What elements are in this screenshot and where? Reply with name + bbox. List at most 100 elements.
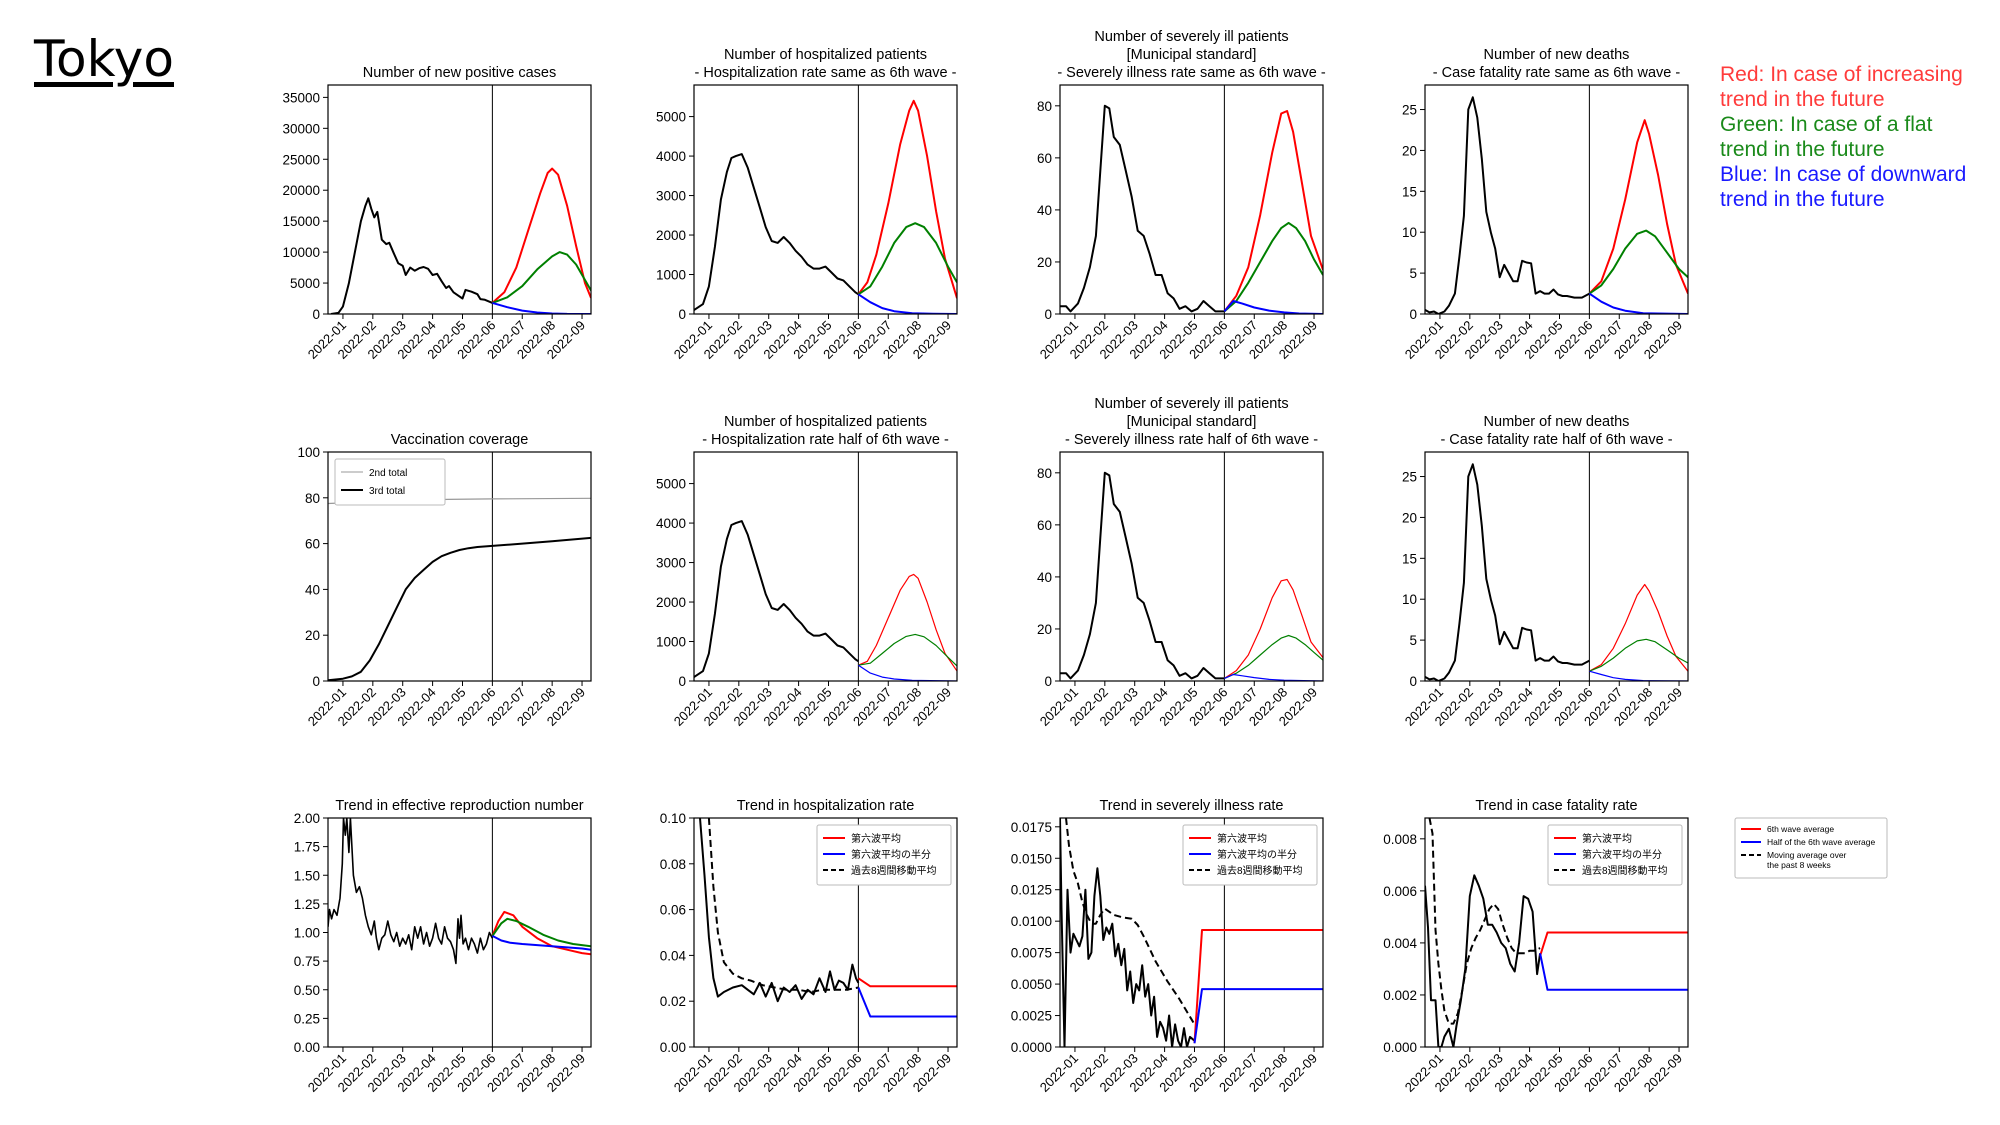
chart-panel-deaths1: Number of new deaths - Case fatality rate… bbox=[1402, 47, 1689, 362]
y-tick-label: 0.0125 bbox=[1011, 883, 1052, 898]
series-line-green bbox=[1224, 634, 1323, 679]
series-line-blue bbox=[1223, 300, 1323, 314]
series-line-red bbox=[1589, 583, 1688, 672]
y-tick-label: 0 bbox=[312, 307, 320, 322]
plot-frame bbox=[1059, 84, 1324, 315]
plot-frame bbox=[1424, 817, 1689, 1048]
series-group bbox=[328, 497, 591, 681]
series-line-green bbox=[857, 222, 957, 296]
series-line-blue bbox=[491, 935, 591, 951]
plot-frame bbox=[693, 451, 958, 682]
y-tick-label: 0.000 bbox=[1383, 1040, 1417, 1055]
y-tick-label: 0.02 bbox=[660, 994, 686, 1009]
series-line-red bbox=[1539, 931, 1688, 957]
legend-label: 2nd total bbox=[369, 468, 407, 479]
series-group bbox=[1425, 463, 1688, 681]
scenario-legend-line: trend in the future bbox=[1720, 138, 1885, 161]
plot-frame bbox=[1059, 451, 1324, 682]
y-tick-label: 0.08 bbox=[660, 857, 686, 872]
series-line-black bbox=[1060, 471, 1225, 680]
series-group bbox=[694, 520, 957, 681]
plot-frame bbox=[693, 817, 958, 1048]
y-tick-label: 10 bbox=[1402, 225, 1417, 240]
chart-title: Number of new positive cases bbox=[363, 65, 556, 81]
series-group bbox=[1060, 818, 1323, 1047]
plot-frame bbox=[327, 817, 592, 1048]
chart-panel-vaccine: Vaccination coverage0204060801002022-012… bbox=[297, 432, 592, 729]
legend-label: 過去8週間移動平均 bbox=[1582, 864, 1668, 877]
series-line-red bbox=[1223, 110, 1323, 313]
y-tick-label: 80 bbox=[1037, 466, 1052, 481]
y-tick-label: 1000 bbox=[656, 635, 686, 650]
series-line-red bbox=[857, 977, 957, 988]
chart-title: [Municipal standard] bbox=[1127, 414, 1257, 430]
y-tick-label: 0.10 bbox=[660, 811, 686, 826]
series-line-black bbox=[1425, 96, 1590, 314]
y-tick-label: 80 bbox=[305, 491, 320, 506]
y-tick-label: 0.50 bbox=[294, 983, 320, 998]
series-line-blue bbox=[1589, 670, 1688, 681]
standalone-legend: 6th wave average Half of the 6th wave ave… bbox=[1734, 817, 1888, 879]
plot-frame bbox=[1059, 817, 1324, 1048]
legend-label: 第六波平均 bbox=[1217, 832, 1267, 845]
chart-title: Trend in severely illness rate bbox=[1099, 798, 1283, 814]
y-tick-label: 5 bbox=[1409, 266, 1417, 281]
y-tick-label: 1.25 bbox=[294, 897, 320, 912]
y-tick-label: 0.0175 bbox=[1011, 820, 1052, 835]
legend-label: 第六波平均 bbox=[851, 832, 901, 845]
scenario-legend-line: Green: In case of a flat bbox=[1720, 113, 1933, 136]
chart-panel-sev_rate: Trend in severely illness rate 0.0000 0.00… bbox=[1011, 798, 1324, 1095]
chart-title: - Severely illness rate same as 6th wave… bbox=[1057, 65, 1326, 81]
series-line-red bbox=[858, 573, 957, 672]
y-tick-label: 1000 bbox=[656, 268, 686, 283]
series-line-red bbox=[1193, 929, 1323, 1044]
series-group bbox=[1060, 471, 1323, 681]
series-line-black-dashed bbox=[1428, 818, 1541, 1025]
chart-panel-deaths2: Number of new deaths - Case fatality rate… bbox=[1402, 414, 1689, 729]
y-tick-label: 2000 bbox=[656, 228, 686, 243]
y-tick-label: 25 bbox=[1402, 470, 1417, 485]
legend-box bbox=[1734, 817, 1888, 879]
legend-label: 6th wave average bbox=[1767, 824, 1834, 834]
y-tick-label: 20000 bbox=[282, 183, 320, 198]
series-group bbox=[694, 99, 957, 314]
series-line-red bbox=[491, 910, 591, 956]
scenario-color-legend: Red: In case of increasing trend in the f… bbox=[1720, 62, 1966, 212]
y-tick-label: 20 bbox=[1037, 622, 1052, 637]
plot-frame bbox=[693, 84, 958, 315]
legend-label: Half of the 6th wave average bbox=[1767, 837, 1875, 847]
chart-title: Trend in case fatality rate bbox=[1475, 798, 1637, 814]
series-line-black bbox=[328, 818, 494, 965]
chart-panel-severe2: Number of severely ill patients [Municipa… bbox=[1037, 396, 1324, 729]
y-tick-label: 20 bbox=[1402, 143, 1417, 158]
y-tick-label: 5000 bbox=[290, 276, 320, 291]
chart-title: Vaccination coverage bbox=[391, 432, 529, 448]
scenario-legend-line: trend in the future bbox=[1720, 88, 1885, 111]
chart-title: Number of new deaths bbox=[1484, 414, 1630, 430]
y-tick-label: 2.00 bbox=[294, 811, 320, 826]
y-tick-label: 0.06 bbox=[660, 903, 686, 918]
series-line-black bbox=[328, 536, 591, 681]
chart-panel-hosp_rate: Trend in hospitalization rate 0.00 0.02 0.0… bbox=[660, 798, 958, 1095]
scenario-legend-line: Red: In case of increasing bbox=[1720, 63, 1963, 86]
y-tick-label: 3000 bbox=[656, 556, 686, 571]
series-line-green bbox=[858, 633, 957, 667]
series-line-black bbox=[1060, 104, 1225, 313]
series-line-red bbox=[1588, 119, 1688, 295]
y-tick-label: 0.04 bbox=[660, 948, 687, 963]
chart-title: Number of severely ill patients bbox=[1094, 396, 1288, 412]
y-tick-label: 25 bbox=[1402, 103, 1417, 118]
y-tick-label: 20 bbox=[1402, 510, 1417, 525]
y-tick-label: 2000 bbox=[656, 595, 686, 610]
chart-title: Number of severely ill patients bbox=[1094, 29, 1288, 45]
legend-label: 第六波平均 bbox=[1582, 832, 1632, 845]
y-tick-label: 0.00 bbox=[660, 1040, 686, 1055]
plot-frame bbox=[327, 451, 592, 682]
series-line-blue bbox=[1539, 953, 1688, 991]
y-tick-label: 0.75 bbox=[294, 954, 320, 969]
y-tick-label: 40 bbox=[1037, 203, 1052, 218]
y-tick-label: 0.002 bbox=[1383, 988, 1417, 1003]
legend-box bbox=[334, 458, 446, 506]
y-tick-label: 25000 bbox=[282, 152, 320, 167]
